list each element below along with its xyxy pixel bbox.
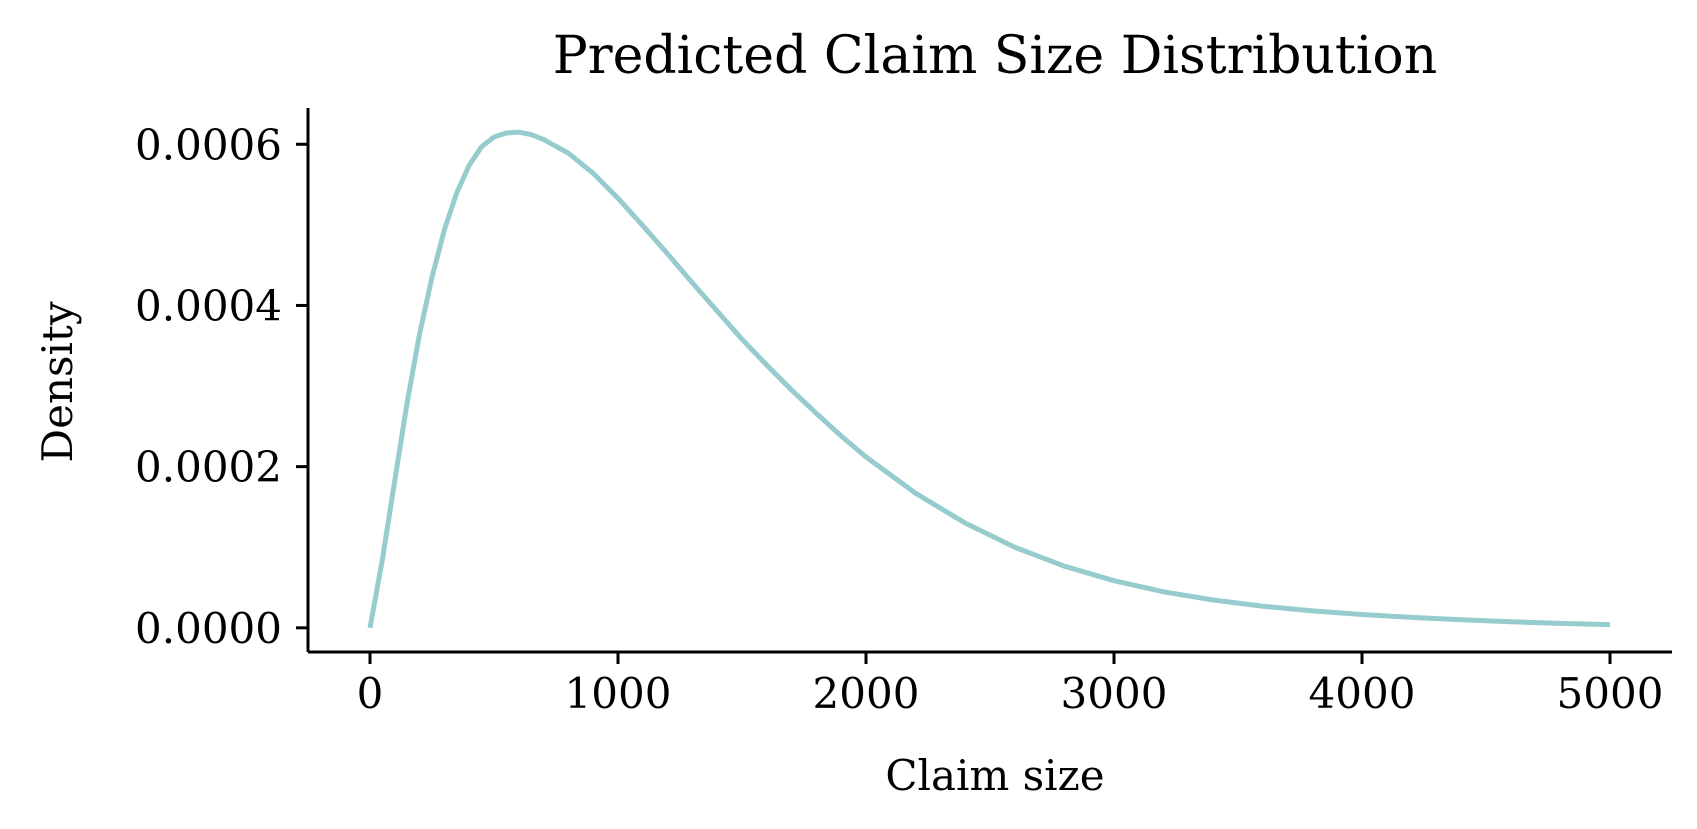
x-tick-label: 5000	[1557, 669, 1664, 718]
y-tick-label: 0.0006	[135, 120, 282, 169]
density-curve-line	[367, 129, 1611, 629]
y-tick-label: 0.0004	[135, 281, 282, 330]
x-axis-label: Claim size	[885, 751, 1104, 800]
chart-title: Predicted Claim Size Distribution	[553, 26, 1437, 86]
x-tick-label: 4000	[1309, 669, 1416, 718]
x-tick-label: 0	[357, 669, 384, 718]
x-tick-label: 3000	[1061, 669, 1168, 718]
plot-area: 0 1000 2000 3000 4000 5000 0.0000 0.0002 0.0004 0…	[135, 108, 1672, 718]
x-tick-label: 1000	[565, 669, 672, 718]
y-tick-label: 0.0000	[135, 604, 282, 653]
x-tick-label: 2000	[813, 669, 920, 718]
y-axis-label: Density	[33, 301, 82, 462]
y-tick-label: 0.0002	[135, 443, 282, 492]
